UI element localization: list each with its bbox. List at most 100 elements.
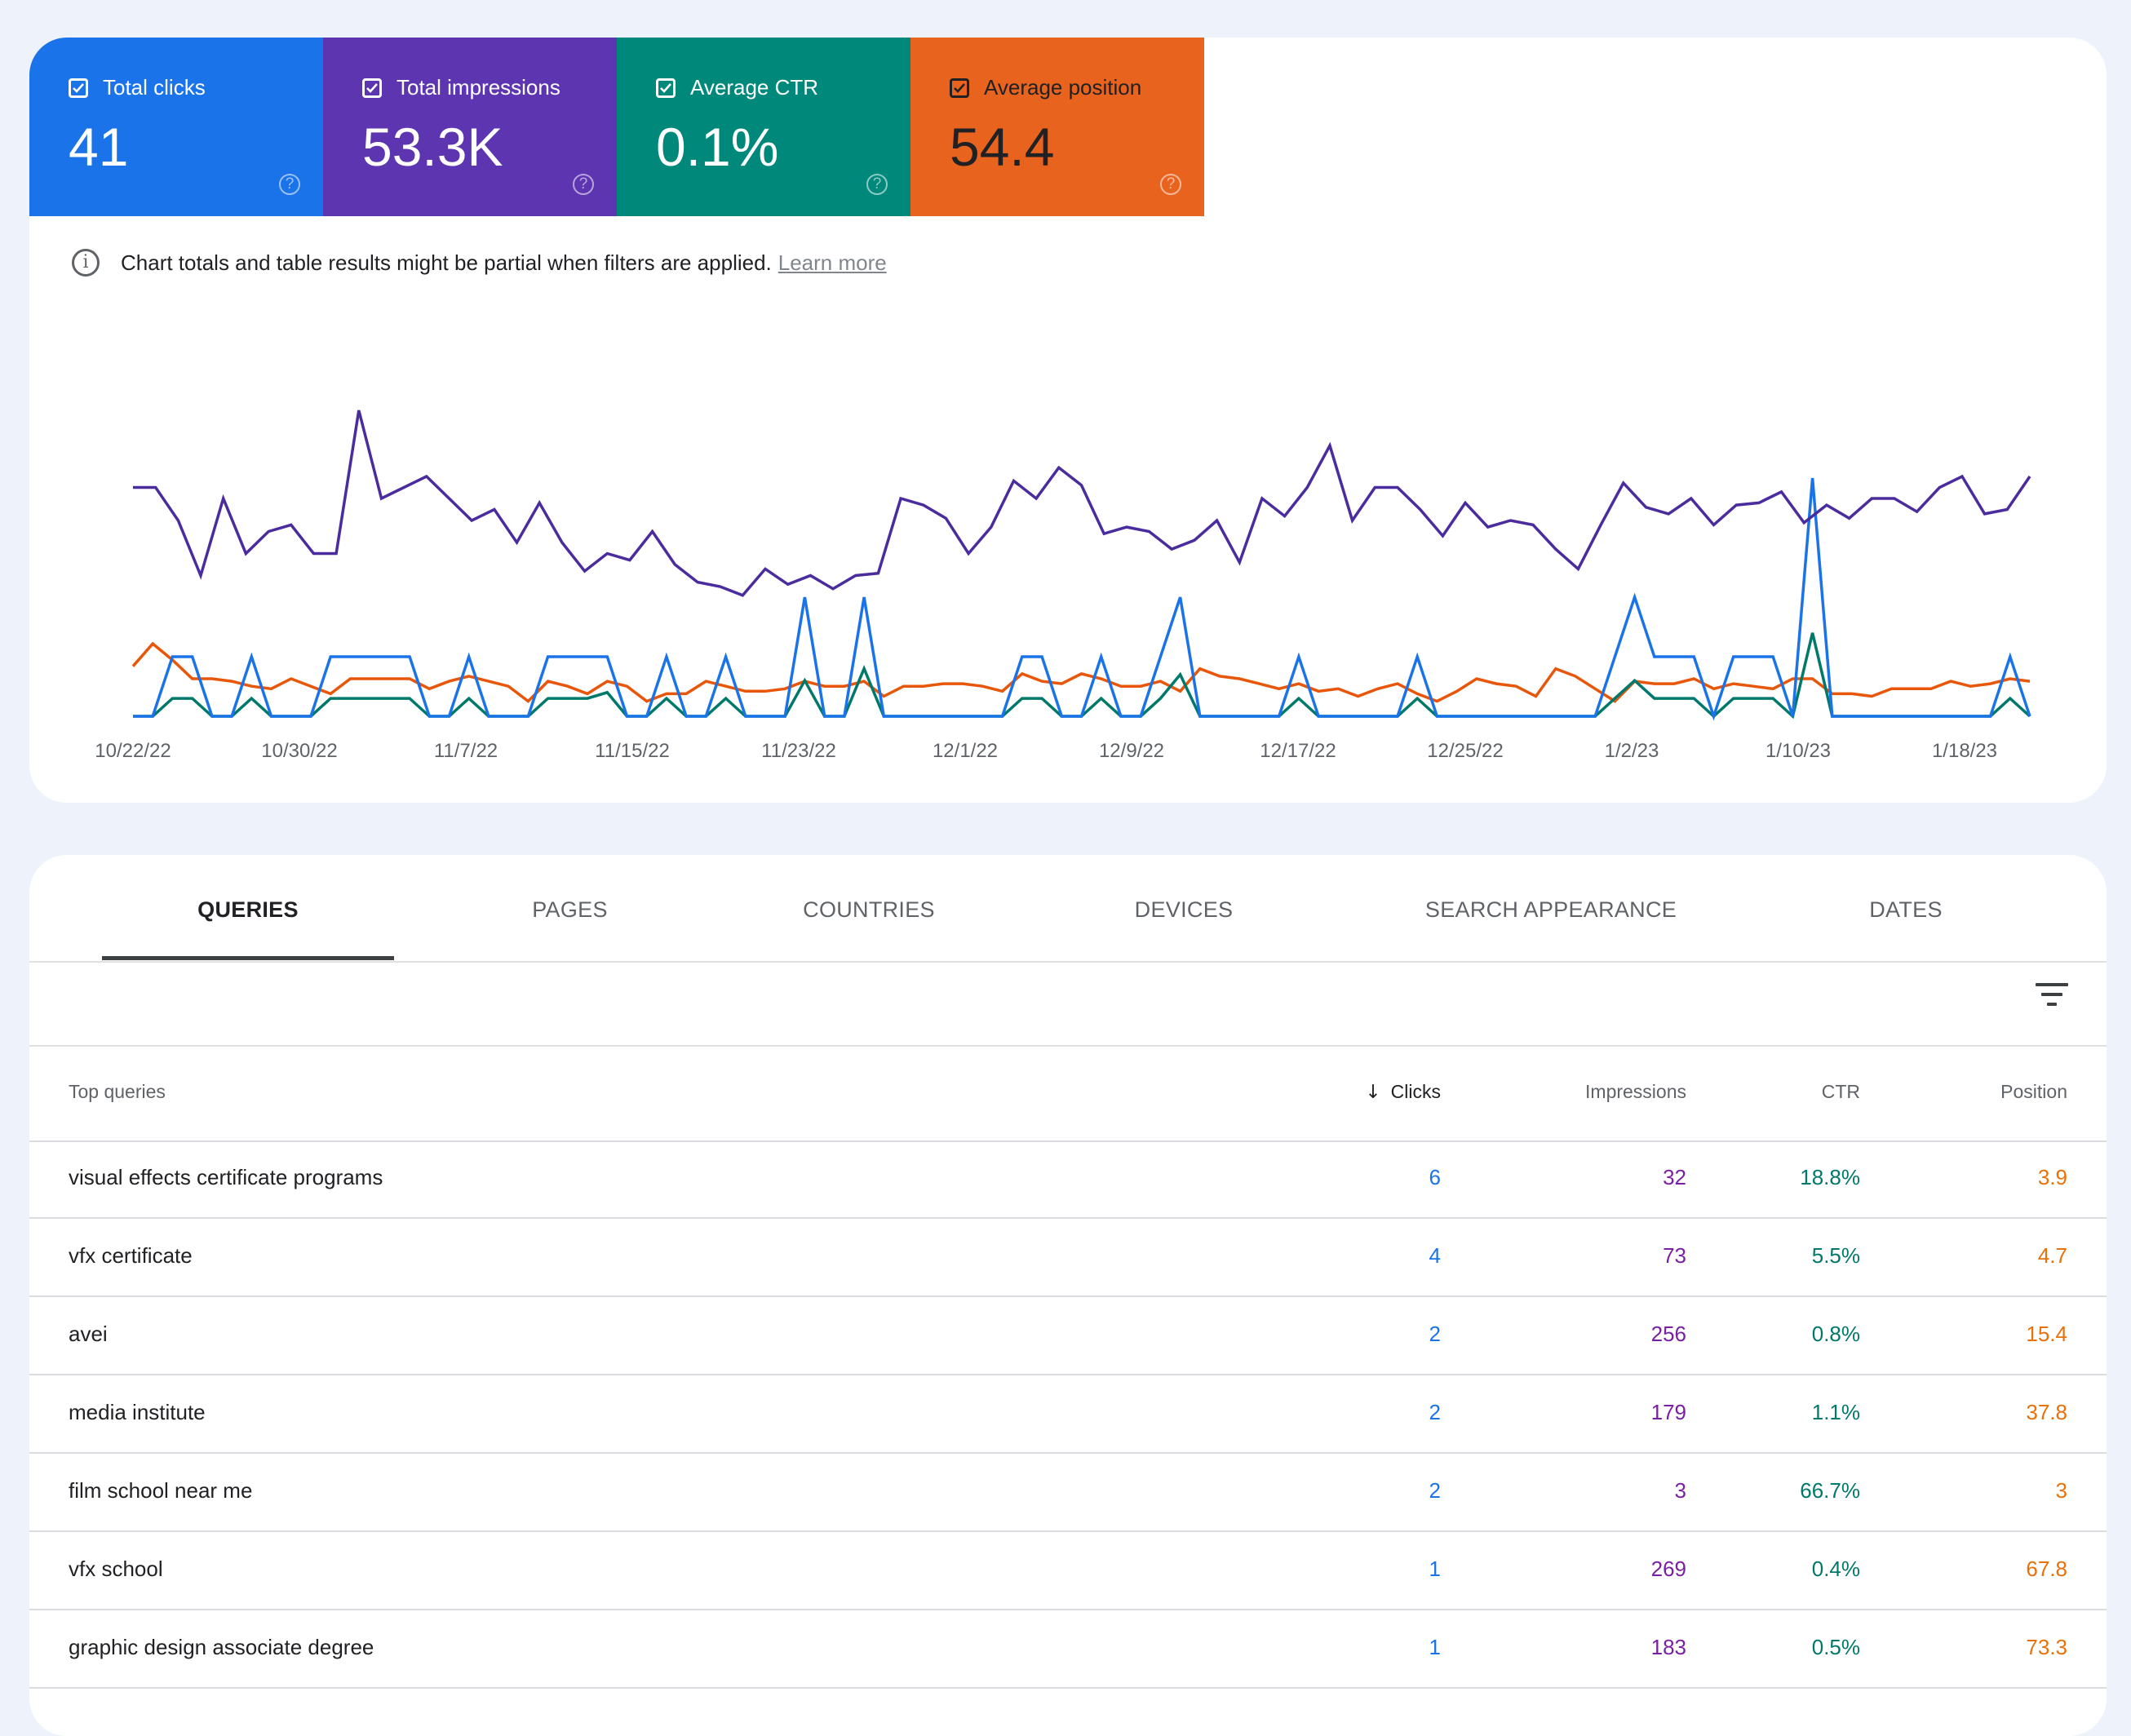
cell-query: film school near me — [69, 1478, 253, 1503]
tab-queries[interactable]: QUERIES — [197, 897, 299, 922]
column-header-impressions[interactable]: Impressions — [1585, 1081, 1686, 1102]
metric-total-clicks[interactable]: Total clicks 41 ? — [29, 38, 323, 216]
cell-position: 3.9 — [2037, 1165, 2067, 1189]
cell-query: graphic design associate degree — [69, 1635, 374, 1659]
cell-query: vfx school — [69, 1557, 163, 1581]
table-body: visual effects certificate programs 6 32… — [29, 1140, 2107, 1689]
cell-position: 37.8 — [2026, 1400, 2067, 1424]
column-header-clicks[interactable]: ↓ Clicks — [1365, 1081, 1441, 1103]
cell-impressions: 256 — [1650, 1322, 1686, 1346]
cell-query: media institute — [69, 1400, 206, 1424]
table-row[interactable]: media institute 2 179 1.1% 37.8 — [29, 1375, 2107, 1454]
x-tick-label: 1/2/23 — [1605, 740, 1659, 762]
clicks-header-label: Clicks — [1390, 1081, 1441, 1102]
cell-clicks: 1 — [1429, 1635, 1441, 1659]
cell-ctr: 0.4% — [1811, 1557, 1860, 1581]
cell-ctr: 1.1% — [1811, 1400, 1860, 1424]
metric-total-impressions[interactable]: Total impressions 53.3K ? — [323, 38, 617, 216]
results-table-card: QUERIES PAGES COUNTRIES DEVICES SEARCH A… — [29, 855, 2107, 1736]
help-icon[interactable]: ? — [573, 174, 594, 195]
cell-impressions: 32 — [1663, 1165, 1686, 1189]
x-tick-label: 10/22/22 — [95, 740, 171, 762]
cell-ctr: 0.5% — [1811, 1635, 1860, 1659]
cell-impressions: 269 — [1650, 1557, 1686, 1581]
cell-ctr: 66.7% — [1800, 1478, 1860, 1503]
checkbox-icon[interactable] — [69, 78, 88, 98]
table-row[interactable]: visual effects certificate programs 6 32… — [29, 1140, 2107, 1219]
x-tick-label: 12/17/22 — [1260, 740, 1336, 762]
column-header-position[interactable]: Position — [2000, 1081, 2067, 1102]
cell-impressions: 179 — [1650, 1400, 1686, 1424]
cell-impressions: 73 — [1663, 1243, 1686, 1268]
cell-position: 4.7 — [2037, 1243, 2067, 1268]
x-tick-label: 12/25/22 — [1427, 740, 1503, 762]
table-row[interactable]: vfx school 1 269 0.4% 67.8 — [29, 1532, 2107, 1610]
checkbox-icon[interactable] — [950, 78, 969, 98]
metric-value: 53.3K — [362, 117, 503, 177]
table-row[interactable]: vfx certificate 4 73 5.5% 4.7 — [29, 1219, 2107, 1297]
cell-position: 3 — [2055, 1478, 2067, 1503]
metric-tiles: Total clicks 41 ? Total impressions 53.3… — [29, 38, 1204, 216]
tab-devices[interactable]: DEVICES — [1134, 897, 1234, 922]
cell-clicks: 4 — [1429, 1243, 1441, 1268]
cell-clicks: 2 — [1429, 1322, 1441, 1346]
arrow-down-icon: ↓ — [1365, 1082, 1381, 1103]
info-icon: i — [72, 249, 100, 277]
tab-search-appearance[interactable]: SEARCH APPEARANCE — [1424, 897, 1677, 922]
metric-value: 41 — [69, 117, 129, 177]
x-tick-label: 12/9/22 — [1099, 740, 1164, 762]
x-tick-label: 10/30/22 — [261, 740, 337, 762]
cell-clicks: 2 — [1429, 1400, 1441, 1424]
cell-clicks: 2 — [1429, 1478, 1441, 1503]
active-tab-indicator — [102, 956, 394, 960]
cell-query: visual effects certificate programs — [69, 1165, 383, 1189]
series-line-average-position — [131, 641, 2031, 703]
filter-icon[interactable] — [2036, 983, 2068, 1008]
x-tick-label: 11/7/22 — [434, 740, 498, 762]
cell-position: 15.4 — [2026, 1322, 2067, 1346]
tab-pages[interactable]: PAGES — [532, 897, 608, 922]
metric-label: Total clicks — [103, 75, 206, 100]
series-line-total-impressions — [133, 410, 2031, 597]
metric-average-position[interactable]: Average position 54.4 ? — [910, 38, 1204, 216]
table-row[interactable]: film school near me 2 3 66.7% 3 — [29, 1454, 2107, 1532]
cell-ctr: 18.8% — [1800, 1165, 1860, 1189]
cell-ctr: 0.8% — [1811, 1322, 1860, 1346]
help-icon[interactable]: ? — [1160, 174, 1181, 195]
series-line-total-clicks — [133, 477, 2031, 721]
checkbox-icon[interactable] — [656, 78, 676, 98]
metric-label: Average position — [984, 75, 1142, 100]
x-tick-label: 1/18/23 — [1932, 740, 1997, 762]
help-icon[interactable]: ? — [279, 174, 300, 195]
cell-position: 73.3 — [2026, 1635, 2067, 1659]
learn-more-link[interactable]: Learn more — [778, 250, 887, 275]
tab-dates[interactable]: DATES — [1869, 897, 1943, 922]
metric-label: Total impressions — [397, 75, 560, 100]
dimension-tabs: QUERIES PAGES COUNTRIES DEVICES SEARCH A… — [29, 855, 2107, 963]
metric-average-ctr[interactable]: Average CTR 0.1% ? — [617, 38, 910, 216]
cell-clicks: 6 — [1429, 1165, 1441, 1189]
cell-clicks: 1 — [1429, 1557, 1441, 1581]
checkbox-icon[interactable] — [362, 78, 382, 98]
cell-query: avei — [69, 1322, 108, 1346]
metric-value: 0.1% — [656, 117, 779, 177]
tab-countries[interactable]: COUNTRIES — [803, 897, 935, 922]
notice-text: Chart totals and table results might be … — [121, 250, 772, 275]
metric-label: Average CTR — [690, 75, 819, 100]
table-header: Top queries ↓ Clicks Impressions CTR Posi… — [29, 1045, 2107, 1142]
column-header-ctr[interactable]: CTR — [1821, 1081, 1860, 1102]
metric-value: 54.4 — [950, 117, 1055, 177]
table-row[interactable]: graphic design associate degree 1 183 0.… — [29, 1610, 2107, 1689]
x-tick-label: 11/15/22 — [595, 740, 670, 762]
cell-impressions: 183 — [1650, 1635, 1686, 1659]
cell-query: vfx certificate — [69, 1243, 193, 1268]
cell-ctr: 5.5% — [1811, 1243, 1860, 1268]
performance-card: Total clicks 41 ? Total impressions 53.3… — [29, 38, 2107, 803]
cell-position: 67.8 — [2026, 1557, 2067, 1581]
x-tick-label: 12/1/22 — [933, 740, 998, 762]
x-tick-label: 11/23/22 — [761, 740, 836, 762]
table-row[interactable]: avei 2 256 0.8% 15.4 — [29, 1297, 2107, 1375]
series-line-average-ctr — [133, 632, 2031, 720]
help-icon[interactable]: ? — [866, 174, 888, 195]
x-tick-label: 1/10/23 — [1765, 740, 1831, 762]
